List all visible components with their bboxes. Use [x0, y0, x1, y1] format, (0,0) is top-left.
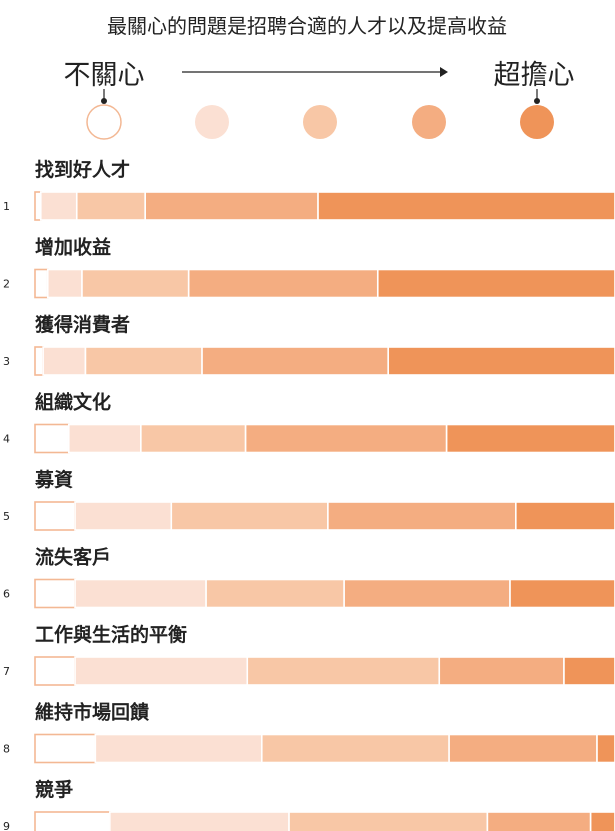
- rank-label: 3: [3, 355, 10, 368]
- rank-label: 2: [3, 278, 10, 291]
- legend-swatch-level-2: [195, 105, 229, 139]
- bar-segment-level-3: [288, 811, 489, 831]
- bar-segment-level-1: [34, 268, 49, 299]
- chart-row: 工作與生活的平衡 7: [3, 623, 615, 686]
- bar-segment-level-4: [327, 501, 517, 531]
- bar-segment-level-1: [34, 191, 42, 221]
- legend-low-label: 不關心: [64, 60, 145, 91]
- rank-label: 8: [3, 743, 10, 756]
- category-label: 找到好人才: [35, 158, 130, 181]
- bar-segment-level-1: [34, 656, 76, 686]
- category-label: 組織文化: [35, 391, 111, 414]
- legend-arrow-head: [440, 67, 448, 77]
- rank-label: 4: [3, 433, 10, 446]
- bar-segment-level-2: [42, 346, 87, 376]
- bar-segment-level-1: [34, 346, 44, 376]
- bar-segment-level-1: [34, 578, 76, 609]
- bar-segment-level-2: [109, 811, 290, 831]
- legend-swatch-level-3: [303, 105, 337, 139]
- bar-segment-level-3: [246, 656, 441, 686]
- bar-segment-level-5: [596, 733, 615, 764]
- chart-row: 維持市場回饋 8: [3, 701, 615, 764]
- category-label: 獲得消費者: [35, 313, 130, 336]
- bar-segment-level-5: [515, 501, 615, 531]
- bar-segment-level-2: [67, 423, 142, 454]
- bar-segment-level-3: [170, 501, 329, 531]
- bar-segment-level-2: [94, 733, 263, 764]
- category-label: 流失客戶: [35, 546, 111, 569]
- bar-segment-level-2: [74, 578, 207, 609]
- rank-label: 9: [3, 820, 10, 831]
- rank-label: 1: [3, 200, 10, 213]
- chart-row: 募資 5: [3, 468, 615, 531]
- bar-segment-level-5: [563, 656, 615, 686]
- rank-label: 7: [3, 665, 10, 678]
- legend-swatch-level-4: [412, 105, 446, 139]
- category-label: 維持市場回饋: [35, 701, 149, 724]
- bar-segment-level-1: [34, 501, 76, 531]
- bar-segment-level-3: [84, 346, 203, 376]
- bar-segment-level-2: [39, 191, 78, 221]
- chart-row: 找到好人才 1: [3, 158, 615, 221]
- bar-segment-level-5: [317, 191, 615, 221]
- bar-segment-level-1: [34, 423, 70, 454]
- bar-segment-level-3: [140, 423, 247, 454]
- bar-segment-level-3: [260, 733, 450, 764]
- legend-swatch-level-5: [520, 105, 554, 139]
- rank-label: 6: [3, 588, 10, 601]
- bar-segment-level-4: [144, 191, 319, 221]
- bar-segment-level-2: [74, 501, 173, 531]
- legend-pointer-low-dot: [101, 98, 107, 104]
- bar-segment-level-4: [187, 268, 379, 299]
- category-label: 增加收益: [35, 236, 111, 259]
- bar-segment-level-3: [75, 191, 147, 221]
- bar-segment-level-1: [34, 811, 111, 831]
- chart-row: 流失客戶 6: [3, 546, 615, 609]
- bar-segment-level-4: [343, 578, 511, 609]
- chart-row: 獲得消費者 3: [3, 313, 615, 376]
- legend: 不關心 超擔心: [64, 60, 575, 140]
- bar-segment-level-2: [46, 268, 83, 299]
- bar-segment-level-4: [244, 423, 448, 454]
- chart-row: 組織文化 4: [3, 391, 615, 454]
- legend-swatch-level-1: [86, 104, 122, 140]
- rank-label: 5: [3, 510, 10, 523]
- chart-row: 增加收益 2: [3, 236, 615, 299]
- category-label: 募資: [34, 468, 73, 491]
- bar-segment-level-3: [205, 578, 345, 609]
- legend-high-label: 超擔心: [494, 60, 575, 91]
- bar-segment-level-5: [376, 268, 615, 299]
- bar-segment-level-5: [589, 811, 615, 831]
- category-label: 競爭: [35, 778, 73, 801]
- category-label: 工作與生活的平衡: [35, 623, 187, 646]
- bar-segment-level-4: [201, 346, 390, 376]
- bar-segment-level-4: [438, 656, 565, 686]
- bar-segment-level-2: [74, 656, 249, 686]
- chart-title: 最關心的問題是招聘合適的人才以及提高收益: [107, 14, 507, 38]
- bar-segment-level-1: [34, 733, 97, 764]
- bar-segment-level-5: [509, 578, 615, 609]
- bar-segment-level-5: [445, 423, 615, 454]
- chart-row: 競爭 9: [3, 778, 615, 831]
- legend-pointer-high-dot: [534, 98, 540, 104]
- bar-segment-level-4: [486, 811, 592, 831]
- bar-segment-level-3: [81, 268, 190, 299]
- bar-segment-level-5: [387, 346, 615, 376]
- bar-segment-level-4: [448, 733, 598, 764]
